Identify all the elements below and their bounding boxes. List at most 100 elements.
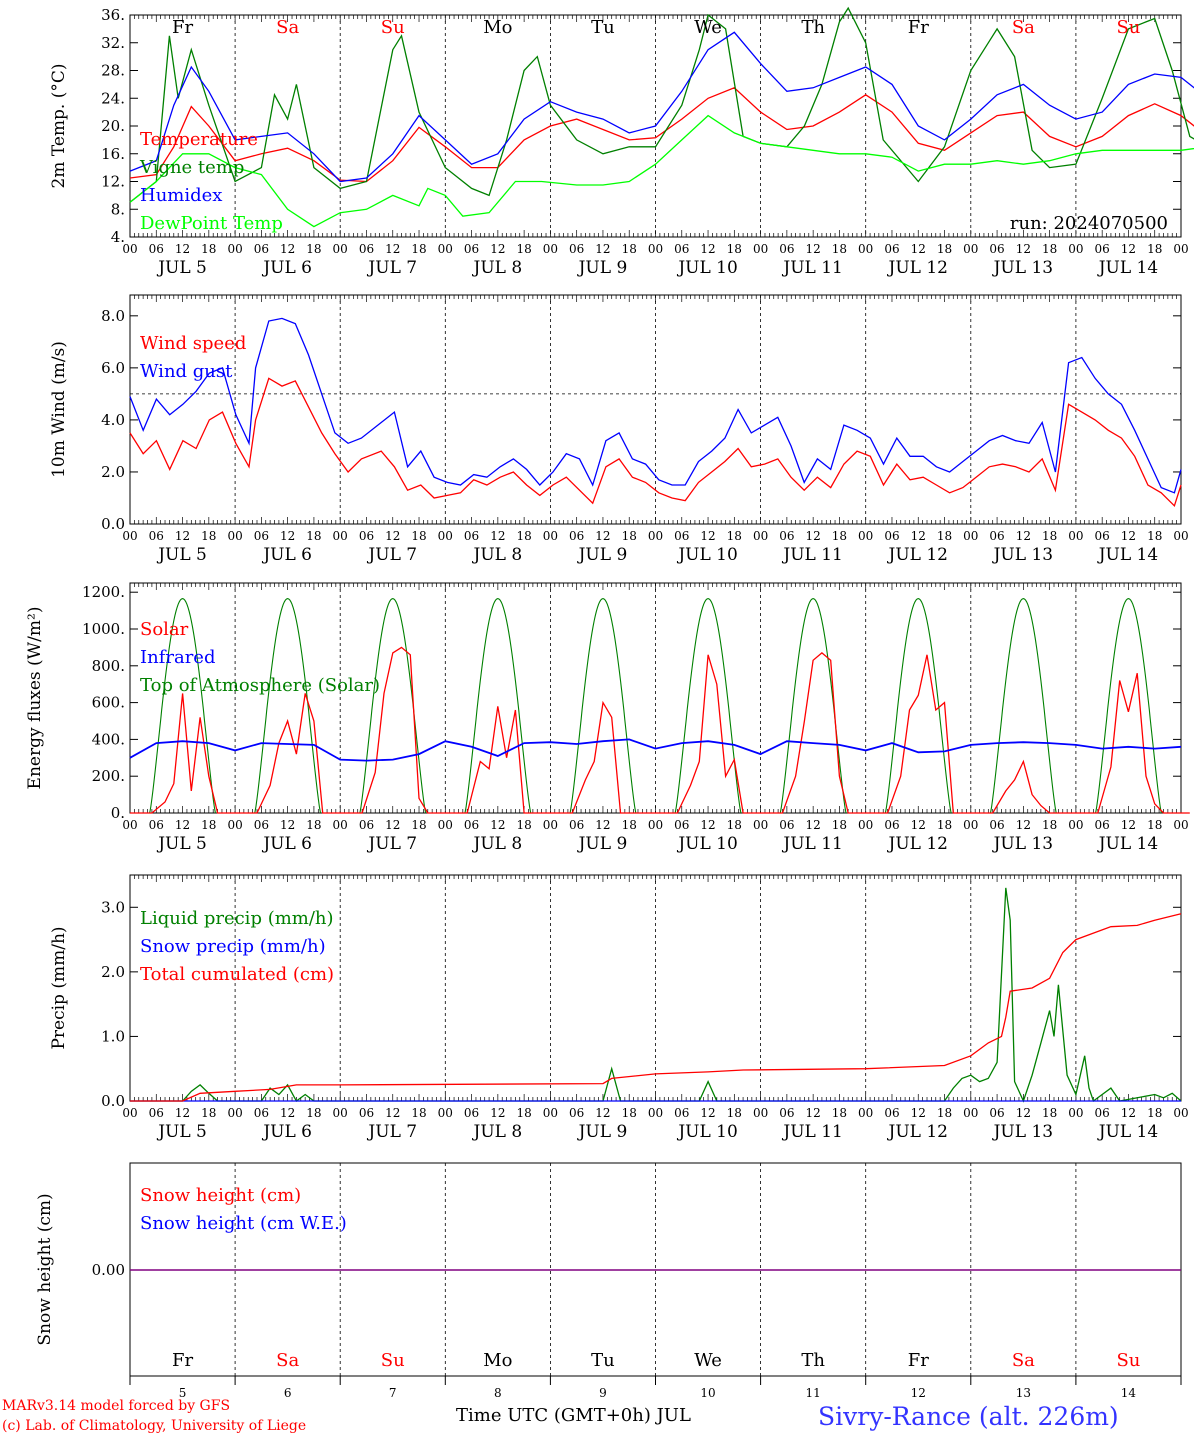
hour-tick-label: 00 [438, 242, 453, 256]
hour-tick-label: 12 [1016, 818, 1031, 832]
hour-tick-label: 00 [648, 1106, 663, 1120]
hour-tick-label: 12 [595, 818, 610, 832]
hour-tick-label: 18 [1147, 242, 1162, 256]
hour-tick-label: 06 [674, 1106, 689, 1120]
snow-legend-0: Snow height (cm) [140, 1185, 301, 1206]
hour-tick-label: 00 [648, 818, 663, 832]
y-tick-label: 1.0 [101, 1027, 125, 1045]
hour-tick-label: 06 [1095, 818, 1110, 832]
toa-solar-day-6 [674, 598, 742, 814]
y-tick-label: 8. [111, 200, 125, 218]
y-tick-label: 0.00 [92, 1261, 125, 1279]
hour-tick-label: 18 [306, 242, 321, 256]
hour-tick-label: 06 [884, 242, 899, 256]
hour-tick-label: 12 [385, 242, 400, 256]
hour-tick-label: 00 [543, 242, 558, 256]
hour-tick-label: 12 [595, 242, 610, 256]
snow-ylabel: Snow height (cm) [35, 1193, 55, 1345]
date-label: JUL 12 [887, 834, 948, 854]
day-number: 12 [911, 1386, 926, 1400]
hour-tick-label: 12 [1016, 242, 1031, 256]
day-number: 7 [389, 1386, 397, 1400]
hour-tick-label: 06 [674, 818, 689, 832]
toa-solar-day-1 [149, 598, 216, 814]
hour-tick-label: 18 [411, 529, 426, 543]
hour-tick-label: 12 [1121, 529, 1136, 543]
hour-tick-label: 18 [411, 1106, 426, 1120]
hour-tick-label: 18 [306, 529, 321, 543]
weekday-label: Tu [591, 17, 615, 38]
hour-tick-label: 00 [753, 818, 768, 832]
date-label: JUL 9 [577, 258, 628, 278]
date-label: JUL 9 [577, 834, 628, 854]
hour-tick-label: 06 [989, 529, 1004, 543]
hour-tick-label: 12 [175, 818, 190, 832]
y-tick-label: 200. [92, 767, 125, 785]
energy-ylabel: Energy fluxes (W/m²) [25, 607, 45, 790]
hour-tick-label: 06 [464, 529, 479, 543]
hour-tick-label: 06 [884, 818, 899, 832]
hour-tick-label: 18 [622, 242, 637, 256]
day-number: 8 [494, 1386, 502, 1400]
weekday-label-bottom: Su [1116, 1350, 1140, 1371]
date-label: JUL 8 [472, 545, 523, 565]
hour-tick-label: 12 [1016, 1106, 1031, 1120]
hour-tick-label: 12 [1121, 242, 1136, 256]
date-label: JUL 13 [992, 1122, 1053, 1142]
hour-tick-label: 00 [543, 818, 558, 832]
hour-tick-label: 12 [806, 1106, 821, 1120]
precip-ylabel: Precip (mm/h) [49, 926, 69, 1049]
hour-tick-label: 06 [254, 529, 269, 543]
date-label: JUL 12 [887, 1122, 948, 1142]
hour-tick-label: 06 [674, 242, 689, 256]
energy-legend-2: Top of Atmosphere (Solar) [140, 675, 380, 696]
date-label: JUL 6 [261, 258, 312, 278]
date-label: JUL 8 [472, 1122, 523, 1142]
hour-tick-label: 12 [595, 529, 610, 543]
hour-tick-label: 18 [937, 1106, 952, 1120]
precip-series-0 [130, 887, 1182, 1103]
date-label: JUL 6 [261, 1122, 312, 1142]
hour-tick-label: 06 [149, 242, 164, 256]
hour-tick-label: 00 [648, 529, 663, 543]
hour-tick-label: 12 [385, 818, 400, 832]
hour-tick-label: 06 [779, 242, 794, 256]
infrared-series [129, 738, 1182, 762]
hour-tick-label: 06 [464, 1106, 479, 1120]
date-label: JUL 8 [472, 258, 523, 278]
temp-series-3 [129, 114, 1194, 228]
hour-tick-label: 00 [227, 818, 242, 832]
date-label: JUL 13 [992, 258, 1053, 278]
date-label: JUL 10 [676, 258, 737, 278]
date-label: JUL 11 [781, 1122, 842, 1142]
hour-tick-label: 18 [727, 818, 742, 832]
hour-tick-label: 18 [832, 1106, 847, 1120]
hour-tick-label: 12 [700, 242, 715, 256]
day-number: 13 [1016, 1386, 1031, 1400]
hour-tick-label: 18 [832, 242, 847, 256]
hour-tick-label: 12 [280, 818, 295, 832]
hour-tick-label: 18 [727, 1106, 742, 1120]
y-tick-label: 0.0 [101, 1092, 125, 1110]
precip-series-2 [130, 913, 1182, 1102]
y-tick-label: 1000. [82, 620, 125, 638]
hour-tick-label: 06 [359, 529, 374, 543]
hour-tick-label: 12 [490, 818, 505, 832]
energy-legend-1: Infrared [140, 647, 215, 668]
date-label: JUL 5 [156, 834, 207, 854]
hour-tick-label: 18 [832, 529, 847, 543]
hour-tick-label: 12 [700, 529, 715, 543]
hour-tick-label: 06 [254, 818, 269, 832]
time-axis-label: Time UTC (GMT+0h) JUL [456, 1405, 691, 1426]
date-label: JUL 5 [156, 258, 207, 278]
y-tick-label: 0. [111, 804, 125, 822]
hour-tick-label: 00 [1068, 529, 1083, 543]
hour-tick-label: 06 [569, 1106, 584, 1120]
weekday-label: Fr [172, 17, 193, 38]
weekday-label: Sa [1012, 17, 1035, 38]
hour-tick-label: 00 [858, 818, 873, 832]
station-name: Sivry-Rance (alt. 226m) [818, 1402, 1119, 1431]
temp-series-0 [129, 87, 1194, 183]
hour-tick-label: 06 [989, 1106, 1004, 1120]
